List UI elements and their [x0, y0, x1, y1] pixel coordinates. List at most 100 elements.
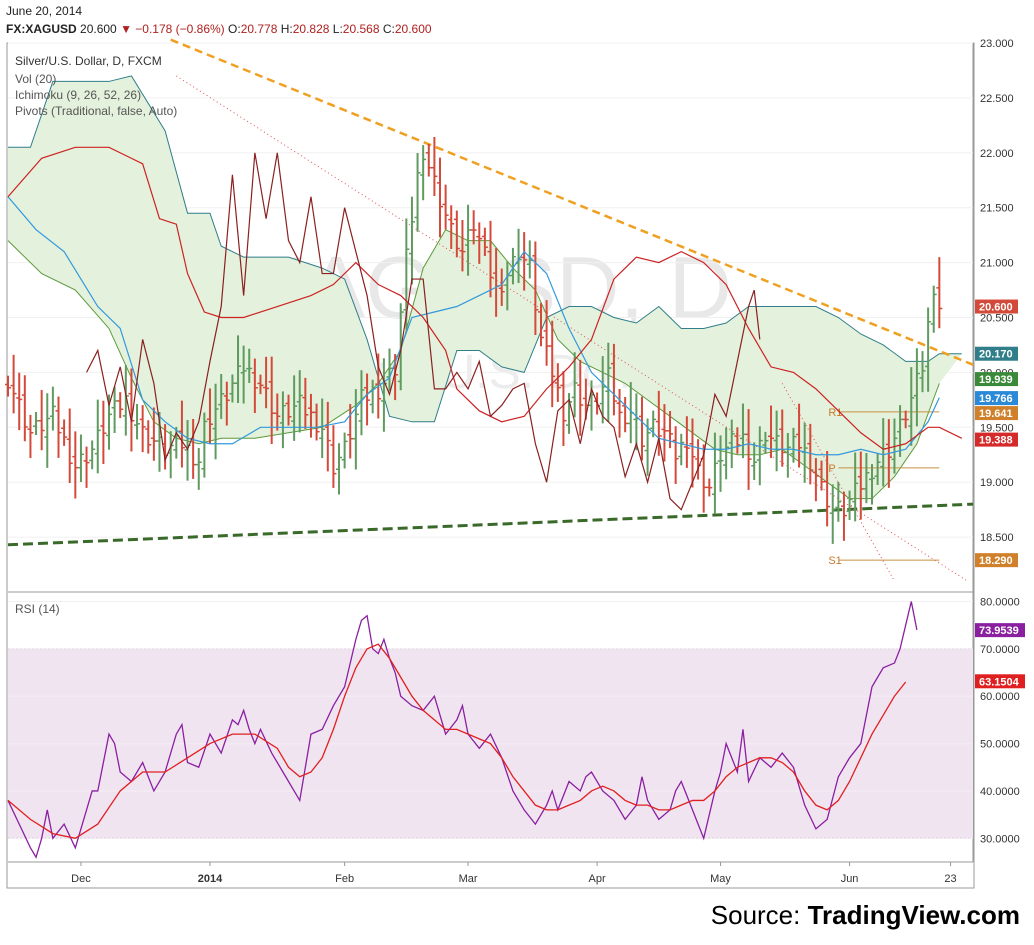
price-bar	[195, 447, 202, 490]
pivot-label: R1	[828, 407, 842, 419]
price-bar	[386, 348, 393, 392]
price-bar	[521, 232, 528, 291]
price-bar	[341, 432, 348, 469]
price-bar	[678, 433, 685, 466]
price-bar	[571, 352, 578, 418]
price-bar	[100, 400, 107, 464]
price-bar	[235, 335, 242, 403]
price-bar	[358, 370, 365, 436]
price-bar	[408, 196, 415, 285]
price-bar	[257, 374, 264, 395]
rsi-tick-label: 30.0000	[980, 833, 1020, 845]
senkou-span-b-line	[8, 75, 962, 423]
time-tick-label: Apr	[589, 873, 606, 885]
price-bar	[605, 342, 612, 423]
price-bar	[246, 348, 253, 383]
price-bar	[554, 363, 561, 402]
price-pane: 23.00022.50022.00021.50021.00020.50020.0…	[5, 38, 1018, 863]
price-tick-label: 19.000	[980, 477, 1014, 489]
price-tick-label: 18.500	[980, 532, 1014, 544]
price-bar	[919, 351, 926, 393]
price-bar	[459, 219, 466, 272]
price-bar	[913, 348, 920, 427]
price-bar	[622, 396, 629, 433]
price-bar	[796, 403, 803, 468]
legend-pivots[interactable]: Pivots (Traditional, false, Auto)	[15, 104, 178, 118]
time-tick-label: Feb	[335, 873, 354, 885]
price-bar	[414, 153, 421, 232]
price-bar	[437, 157, 444, 238]
rsi-pane: 80.0000 70.0000 60.0000 50.0000 40.0000 30.00…	[7, 596, 1025, 859]
source-credit: Source: TradingView.com	[711, 900, 1020, 931]
price-bar	[936, 257, 943, 329]
price-bar	[117, 392, 124, 419]
price-bar	[756, 426, 763, 486]
rsi-tick-label: 80.0000	[980, 596, 1020, 608]
price-tick-label: 22.000	[980, 148, 1014, 160]
price-bar	[829, 484, 836, 544]
rsi-tick-label: 60.0000	[980, 691, 1020, 703]
price-bar	[44, 393, 51, 468]
price-bar	[734, 427, 741, 454]
price-bar	[638, 396, 645, 461]
ichimoku-cloud	[8, 75, 962, 499]
legend-vol[interactable]: Vol (20)	[15, 72, 57, 86]
rsi-ma-line	[7, 643, 907, 840]
price-bar	[667, 411, 674, 449]
price-bar	[330, 425, 337, 488]
price-bar	[723, 427, 730, 480]
last-price: 20.600	[80, 22, 117, 36]
price-label-box	[975, 406, 1018, 421]
price-bar	[49, 386, 56, 431]
chikou-span-line	[86, 152, 761, 511]
price-bar	[812, 458, 819, 502]
price-bar	[908, 367, 915, 446]
source-brand: TradingView.com	[807, 900, 1020, 930]
price-bar	[779, 409, 786, 467]
price-bar	[745, 409, 752, 490]
price-bar	[773, 410, 780, 472]
price-bar	[442, 184, 449, 230]
symbol-label[interactable]: FX:XAGUSD	[6, 22, 77, 36]
price-tick-label: 21.500	[980, 203, 1014, 215]
price-bar	[145, 420, 152, 454]
price-bar	[72, 431, 79, 499]
price-bar	[689, 418, 696, 488]
price-bar	[16, 372, 23, 431]
price-bar	[560, 371, 567, 446]
price-bar	[5, 375, 11, 397]
legend-ichimoku[interactable]: Ichimoku (9, 26, 52, 26)	[15, 88, 142, 102]
price-bar	[476, 222, 483, 264]
time-tick-label: Mar	[459, 873, 478, 885]
price-bar	[717, 435, 724, 492]
price-bar	[347, 404, 354, 459]
price-bar	[240, 345, 247, 404]
price-change: ▼ −0.178 (−0.86%)	[120, 22, 225, 36]
price-tick-label: 19.500	[980, 422, 1014, 434]
time-tick-label: 23	[944, 873, 956, 885]
price-bar	[420, 145, 427, 201]
price-bar	[61, 419, 68, 446]
support-trendline	[7, 502, 974, 547]
rsi-legend[interactable]: RSI (14)	[15, 602, 60, 616]
price-label-box	[975, 553, 1018, 568]
price-bar	[453, 210, 460, 258]
price-bar	[807, 423, 814, 485]
close-value: 20.600	[394, 22, 432, 36]
price-bar	[279, 391, 286, 449]
price-tick-label: 21.000	[980, 258, 1014, 270]
price-bar	[852, 452, 859, 522]
price-bar	[683, 416, 690, 468]
price-bar	[537, 303, 544, 347]
legend-title[interactable]: Silver/U.S. Dollar, D, FXCM	[15, 54, 162, 68]
price-bar	[206, 388, 213, 444]
price-bar	[728, 419, 735, 469]
dotted-trendline	[176, 75, 968, 582]
price-bar	[94, 399, 101, 474]
price-label-box	[975, 391, 1018, 406]
price-label: 19.939	[979, 374, 1013, 386]
price-bar	[863, 452, 870, 504]
high-label: H:	[280, 22, 293, 36]
price-bar	[10, 354, 17, 414]
price-label: 19.641	[979, 408, 1013, 420]
